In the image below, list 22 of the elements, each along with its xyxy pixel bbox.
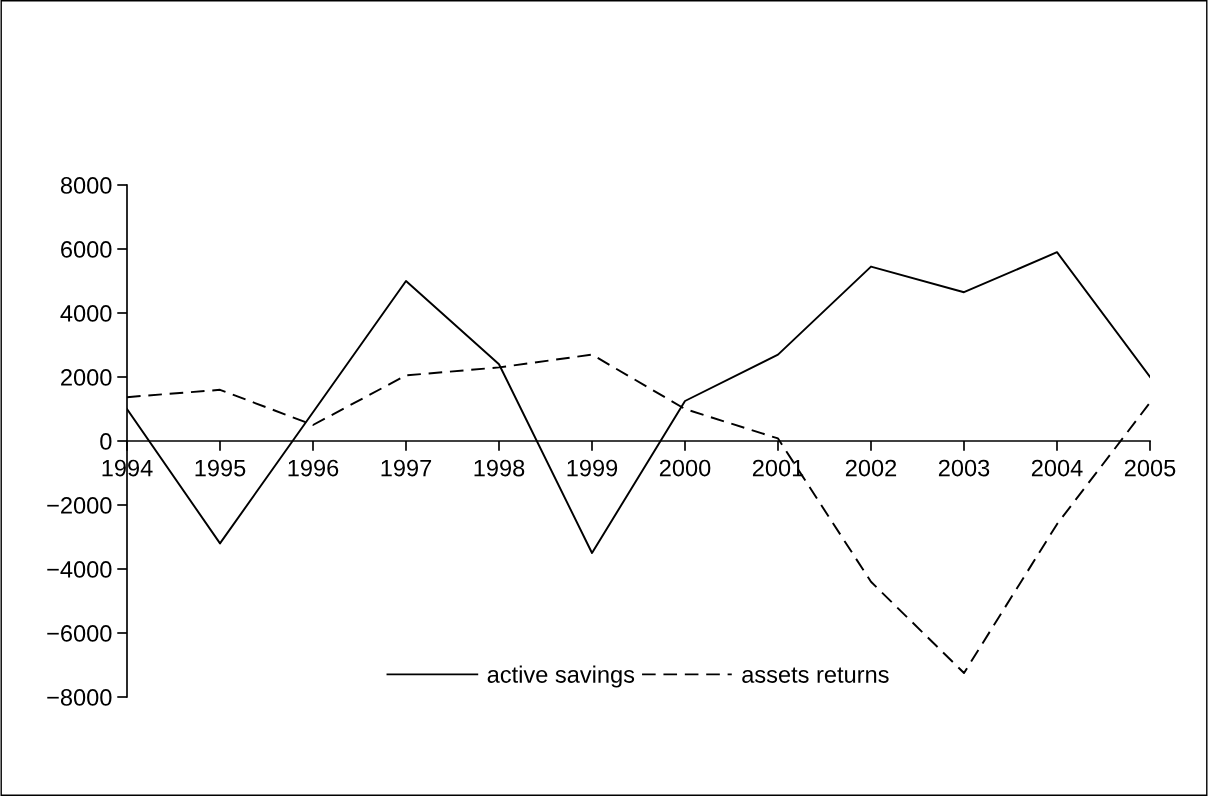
x-tick-label: 1996	[288, 459, 339, 477]
y-tick-label: 4000	[60, 305, 112, 322]
y-tick-label: −8000	[47, 689, 112, 706]
y-tick-label: −2000	[47, 497, 112, 514]
x-tick-label: 2001	[752, 459, 804, 477]
x-tick-label: 1999	[567, 459, 618, 477]
x-tick-label: 1998	[474, 459, 525, 477]
x-tick-label: 2005	[1124, 459, 1176, 477]
x-tick-label: 2004	[1031, 459, 1083, 477]
legend-label: active savings	[487, 665, 635, 688]
x-tick-label: 2003	[938, 459, 990, 477]
y-tick-label: 8000	[60, 177, 112, 194]
y-tick-label: −4000	[47, 561, 112, 578]
x-tick-label: 2000	[659, 459, 711, 477]
legend-label: assets returns	[742, 667, 889, 683]
x-tick-label: 1995	[195, 459, 246, 477]
x-tick-label: 1997	[381, 459, 432, 477]
y-tick-label: −6000	[47, 625, 112, 642]
y-tick-label: 6000	[61, 241, 112, 258]
x-tick-label: 2002	[845, 459, 897, 477]
y-tick-label: 2000	[61, 369, 112, 386]
y-tick-label: 0	[100, 433, 112, 450]
